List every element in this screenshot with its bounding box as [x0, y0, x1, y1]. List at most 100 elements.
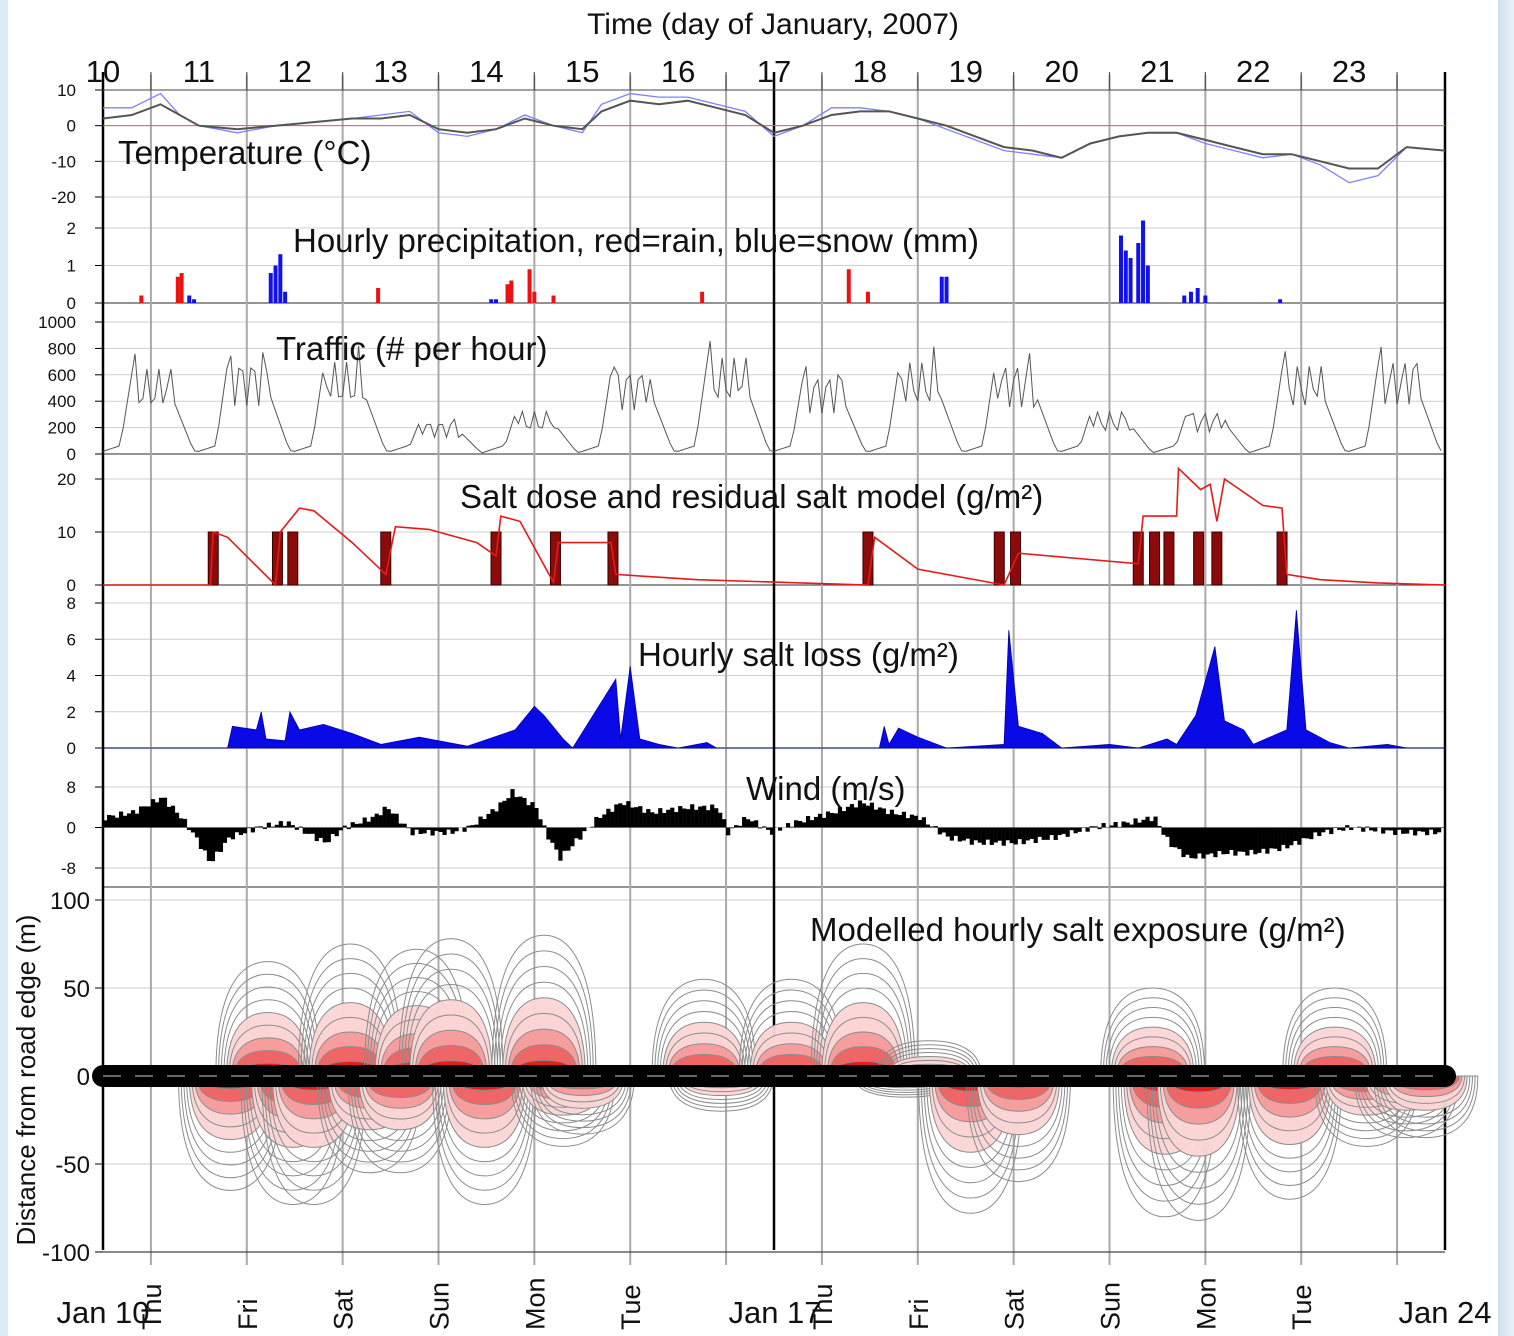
exposure-contour — [668, 1075, 774, 1112]
wind-bar — [1217, 827, 1222, 852]
y-tick-label: 10 — [57, 523, 76, 542]
day-label: 20 — [1044, 54, 1078, 89]
salt-dose-bar — [993, 531, 1005, 586]
day-label: 16 — [661, 54, 695, 89]
exposure-contour — [671, 1075, 772, 1108]
wind-bar — [1061, 827, 1066, 834]
wind-bar — [1189, 827, 1194, 859]
snow-bar — [1119, 235, 1124, 303]
y-tick-label: 0 — [67, 576, 76, 595]
wind-bar — [1365, 826, 1370, 828]
wind-bar — [997, 827, 1002, 841]
wind-bar — [797, 820, 803, 828]
traffic-title: Traffic (# per hour) — [276, 330, 547, 367]
wind-bar — [1273, 827, 1278, 849]
wind-bar — [566, 827, 571, 851]
wind-bar — [414, 827, 419, 830]
wind-bar — [873, 809, 879, 828]
wind-bar — [1421, 827, 1426, 832]
wind-bar — [849, 804, 855, 828]
y-tick-label: 0 — [67, 739, 76, 758]
wind-bar — [1293, 827, 1298, 841]
wind-bar — [1429, 827, 1434, 830]
weekday-label: Tue — [1287, 1284, 1317, 1330]
salt-loss-title: Hourly salt loss (g/m²) — [638, 636, 959, 673]
exposure-contour — [223, 999, 313, 1077]
exposure-contour — [654, 989, 754, 1077]
wind-bar — [650, 812, 655, 828]
wind-bar — [1065, 827, 1070, 837]
wind-bar — [969, 827, 974, 845]
wind-bar — [542, 825, 547, 828]
wind-bar — [1213, 827, 1218, 858]
wind-bar — [638, 806, 643, 828]
wind-bar — [158, 797, 164, 828]
y-tick-label: -8 — [61, 859, 76, 878]
y-tick-label: 800 — [48, 339, 76, 358]
wind-bar — [330, 827, 335, 834]
wind-bar — [346, 827, 351, 830]
wind-bar — [486, 813, 491, 828]
wind-bar — [1305, 827, 1310, 839]
wind-bar — [134, 813, 140, 828]
wind-bar — [985, 827, 990, 840]
y-tick-label: 2 — [67, 219, 76, 238]
exposure-contour — [815, 972, 911, 1077]
day-label: 18 — [853, 54, 887, 89]
wind-bar — [422, 827, 427, 834]
weekday-label: Fri — [904, 1299, 934, 1330]
wind-bar — [1361, 827, 1366, 832]
wind-bar — [494, 811, 499, 828]
wind-bar — [1185, 827, 1190, 855]
exposure-contour — [651, 978, 757, 1077]
snow-bar — [1136, 243, 1141, 303]
wind-bar — [917, 820, 922, 828]
wind-bar — [470, 825, 475, 828]
wind-bar — [1073, 827, 1078, 834]
exposure-contour — [1245, 1075, 1335, 1159]
y-tick-label: -10 — [51, 152, 76, 171]
wind-bar — [853, 807, 859, 828]
wind-bar — [286, 821, 291, 828]
wind-bar — [474, 824, 479, 828]
wind-bar — [1261, 827, 1266, 849]
wind-bar — [766, 827, 771, 830]
wind-bar — [170, 805, 176, 828]
wind-bar — [546, 827, 551, 840]
rain-bar — [376, 288, 381, 303]
wind-bar — [1029, 827, 1034, 839]
rain-bar — [175, 276, 180, 303]
wind-bar — [426, 827, 431, 830]
exposure-contour — [1151, 1075, 1246, 1189]
wind-bar — [897, 814, 903, 828]
salt-dose-bar — [1211, 531, 1223, 586]
exposure-contour — [406, 983, 496, 1077]
wind-bar — [1253, 827, 1258, 855]
y-tick-label: 8 — [67, 594, 76, 613]
wind-bar — [1049, 827, 1054, 836]
wind-bar — [901, 811, 907, 828]
wind-bar — [1277, 827, 1282, 852]
wind-bar — [258, 826, 263, 828]
wind-bar — [1437, 827, 1442, 833]
rain-bar — [505, 284, 510, 303]
wind-bar — [957, 827, 962, 842]
wind-bar — [522, 797, 527, 828]
wind-bar — [1249, 827, 1254, 850]
wind-bar — [498, 802, 503, 828]
wind-bar — [777, 827, 783, 831]
exposure-contour — [491, 934, 597, 1077]
wind-bar — [402, 823, 407, 828]
exposure-contour — [918, 1075, 1024, 1214]
wind-bar — [1017, 827, 1022, 840]
wind-bar — [1301, 827, 1306, 839]
wind-bar — [634, 807, 639, 828]
wind-bar — [710, 804, 715, 828]
wind-bar — [202, 827, 208, 851]
wind-bar — [290, 825, 295, 828]
wind-bar — [718, 812, 723, 828]
day-labels: 10 11 12 13 14 15 16 17 18 19 20 21 22 23 — [86, 54, 1398, 90]
wind-bar — [1313, 827, 1318, 833]
wind-bar — [1409, 827, 1414, 830]
